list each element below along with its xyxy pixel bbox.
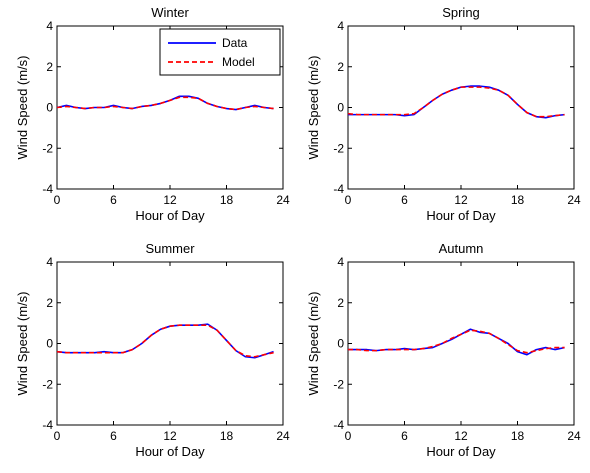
winter-xtick-label: 6 <box>110 193 117 207</box>
autumn-xtick-label: 0 <box>345 429 352 443</box>
winter-xtick-label: 18 <box>220 193 234 207</box>
winter-title: Winter <box>151 5 189 20</box>
spring-xtick-label: 12 <box>454 193 468 207</box>
autumn-xtick-label: 6 <box>401 429 408 443</box>
summer-ylabel: Wind Speed (m/s) <box>15 291 30 395</box>
summer-ytick-label: -2 <box>42 377 53 391</box>
winter-xtick-label: 24 <box>276 193 290 207</box>
autumn-title: Autumn <box>439 241 484 256</box>
winter-legend-box <box>159 28 281 76</box>
summer-ytick-label: 4 <box>46 255 53 269</box>
spring-xtick-label: 24 <box>567 193 581 207</box>
autumn-ytick-label: -4 <box>333 418 344 432</box>
spring-ytick-label: 4 <box>337 19 344 33</box>
winter-legend-label-model: Model <box>222 55 255 69</box>
spring-xtick-label: 6 <box>401 193 408 207</box>
spring-ytick-label: -2 <box>333 141 344 155</box>
summer-xtick-label: 0 <box>54 429 61 443</box>
summer-xlabel: Hour of Day <box>135 444 205 459</box>
spring-ytick-label: 2 <box>337 60 344 74</box>
spring-ytick-label: -4 <box>333 182 344 196</box>
spring-axes-frame <box>347 25 575 190</box>
spring-title: Spring <box>442 5 480 20</box>
autumn-xtick-label: 12 <box>454 429 468 443</box>
summer-xtick-label: 6 <box>110 429 117 443</box>
winter-ylabel: Wind Speed (m/s) <box>15 55 30 159</box>
autumn-ylabel: Wind Speed (m/s) <box>306 291 321 395</box>
winter-legend: Data Model <box>159 28 281 76</box>
autumn-ytick-label: 0 <box>337 337 344 351</box>
summer-xtick-label: 18 <box>220 429 234 443</box>
summer-ytick-label: 0 <box>46 337 53 351</box>
summer-ytick-label: 2 <box>46 296 53 310</box>
summer-xtick-label: 24 <box>276 429 290 443</box>
winter-ytick-label: -4 <box>42 182 53 196</box>
winter-ytick-label: 4 <box>46 19 53 33</box>
winter-ytick-label: 0 <box>46 101 53 115</box>
autumn-xlabel: Hour of Day <box>426 444 496 459</box>
autumn-series-model-line <box>348 329 565 354</box>
summer-ytick-label: -4 <box>42 418 53 432</box>
summer-title: Summer <box>145 241 195 256</box>
winter-xtick-label: 12 <box>163 193 177 207</box>
winter-ytick-label: -2 <box>42 141 53 155</box>
summer-series-model-line <box>56 324 274 358</box>
autumn-ytick-label: 2 <box>337 296 344 310</box>
summer-axes-frame <box>56 261 284 426</box>
autumn-xtick-label: 24 <box>567 429 581 443</box>
autumn-ytick-label: -2 <box>333 377 344 391</box>
winter-series-model-line <box>56 96 274 111</box>
autumn-ytick-label: 4 <box>337 255 344 269</box>
spring-xlabel: Hour of Day <box>426 208 496 223</box>
winter-legend-label-data: Data <box>222 36 248 50</box>
winter-xlabel: Hour of Day <box>135 208 205 223</box>
autumn-axes-frame <box>347 261 575 426</box>
autumn-xtick-label: 18 <box>511 429 525 443</box>
winter-ytick-label: 2 <box>46 60 53 74</box>
winter-xtick-label: 0 <box>54 193 61 207</box>
summer-xtick-label: 12 <box>163 429 177 443</box>
spring-ylabel: Wind Speed (m/s) <box>306 55 321 159</box>
spring-xtick-label: 0 <box>345 193 352 207</box>
spring-ytick-label: 0 <box>337 101 344 115</box>
spring-series-model-line <box>347 86 565 118</box>
spring-xtick-label: 18 <box>511 193 525 207</box>
